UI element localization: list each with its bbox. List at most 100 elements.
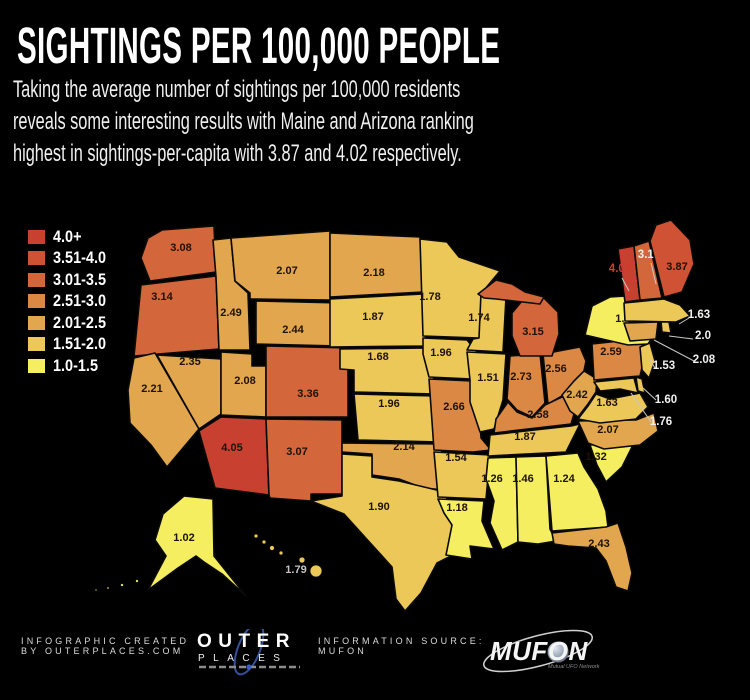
credit-text: INFOGRAPHIC CREATED BY OUTERPLACES.COM xyxy=(21,636,190,656)
legend: 4.0+ 3.51-4.0 3.01-3.5 2.51-3.0 2.01-2.5… xyxy=(28,226,115,377)
credit-line: BY OUTERPLACES.COM xyxy=(21,645,184,656)
legend-item: 1.51-2.0 xyxy=(28,334,115,355)
state-value-label: 4.05 xyxy=(221,442,242,454)
state-callout-label: 2.08 xyxy=(693,354,716,366)
state-callout-label: 1.76 xyxy=(650,416,672,428)
state-value-label: 3.08 xyxy=(170,242,191,254)
state-AK xyxy=(147,495,247,597)
state-HI-island xyxy=(278,550,284,556)
state-KY xyxy=(493,396,579,434)
legend-label: 3.51-4.0 xyxy=(53,248,107,267)
state-value-label: 2.66 xyxy=(443,401,464,413)
state-callout-label: 2.0 xyxy=(695,330,711,342)
callout-line xyxy=(649,359,656,369)
state-value-label: 1.54 xyxy=(445,452,467,464)
state-HI-island xyxy=(261,539,267,545)
state-WV xyxy=(561,370,598,418)
state-value-label: 1.46 xyxy=(512,473,533,485)
mufon-wordmark: MUFON xyxy=(490,636,589,666)
state-HI-island xyxy=(298,556,306,564)
state-value-label: 2.42 xyxy=(566,389,587,401)
mufon-tagline: Mutual UFO Network xyxy=(548,664,600,670)
legend-item: 3.51-4.0 xyxy=(28,248,115,269)
legend-swatch xyxy=(28,251,45,265)
state-TX xyxy=(310,453,466,612)
legend-label: 4.0+ xyxy=(53,226,82,246)
state-value-label: 1.74 xyxy=(468,312,490,324)
state-MD xyxy=(593,377,639,394)
state-value-label: 1.18 xyxy=(446,502,467,514)
state-value-label: 2.49 xyxy=(220,307,241,319)
state-MT xyxy=(230,230,331,301)
orbit-dot-icon xyxy=(246,664,252,670)
state-callout-label: 4.02 xyxy=(609,263,631,275)
state-callout-label: 1.60 xyxy=(655,394,677,406)
state-AK-island xyxy=(106,586,110,590)
callout-line xyxy=(668,335,694,340)
mufon-swoosh-icon xyxy=(483,629,593,673)
legend-item: 2.51-3.0 xyxy=(28,291,115,312)
state-value-label: 1.87 xyxy=(362,311,383,323)
state-value-label: 2.18 xyxy=(363,267,384,279)
legend-item: 4.0+ xyxy=(28,226,115,247)
state-value-label: 1.63 xyxy=(596,397,617,409)
callout-line xyxy=(650,262,657,285)
state-AZ xyxy=(198,416,270,496)
state-value-label: 2.07 xyxy=(276,265,297,277)
state-value-label: 1.02 xyxy=(173,532,194,544)
subtitle: Taking the average number of sightings p… xyxy=(13,74,691,170)
state-value-label: 3.87 xyxy=(666,261,687,273)
outer-places-wordmark-sub: PLACES xyxy=(198,653,289,664)
state-callout-label: 1.53 xyxy=(653,360,675,372)
state-LA xyxy=(437,498,495,560)
state-ME xyxy=(649,219,695,298)
outer-places-wordmark: OUTER xyxy=(197,631,296,652)
state-value-label: 1.96 xyxy=(378,398,399,410)
state-value-label: 2.73 xyxy=(510,371,531,383)
state-CT xyxy=(623,321,659,342)
state-value-label: 1.78 xyxy=(419,291,440,303)
legend-swatch xyxy=(28,294,45,308)
state-value-label: 1.90 xyxy=(368,501,389,513)
mufon-globe-icon xyxy=(547,641,569,663)
state-VA xyxy=(577,392,649,424)
state-HI-island xyxy=(269,545,275,551)
source-line: MUFON xyxy=(318,645,367,656)
callout-line xyxy=(630,392,652,423)
state-value-label: 2.43 xyxy=(588,538,609,550)
legend-swatch xyxy=(28,229,45,244)
state-value-label: 1.24 xyxy=(553,473,575,485)
state-MI-upper xyxy=(477,279,545,305)
state-value-label: 2.14 xyxy=(393,441,415,453)
legend-swatch xyxy=(28,337,45,351)
mufon-logo: MUFON Mutual UFO Network xyxy=(478,618,648,680)
callout-line xyxy=(678,317,690,325)
state-MS xyxy=(485,456,519,551)
state-value-label: 3.36 xyxy=(297,388,318,400)
state-value-label: 2.07 xyxy=(597,424,618,436)
legend-label: 2.01-2.5 xyxy=(53,312,107,332)
source-text: INFORMATION SOURCE: MUFON xyxy=(318,636,485,656)
subtitle-line: Taking the average number of sightings p… xyxy=(13,76,461,103)
state-TN xyxy=(487,423,581,457)
legend-label: 1.0-1.5 xyxy=(53,355,98,375)
subtitle-line: highest in sightings-per-capita with 3.8… xyxy=(13,140,462,167)
state-FL xyxy=(551,522,633,592)
state-ND xyxy=(329,232,424,298)
state-value-label: 2.35 xyxy=(179,356,200,368)
page-title: SIGHTINGS PER 100,000 PEOPLE xyxy=(17,17,501,74)
state-value-label: 3.07 xyxy=(286,446,307,458)
state-DE xyxy=(635,376,646,394)
callout-line xyxy=(642,387,657,401)
legend-item: 3.01-3.5 xyxy=(28,269,115,290)
credit-line: INFOGRAPHIC CREATED xyxy=(21,636,190,646)
state-value-label: 2.56 xyxy=(545,363,566,375)
outer-places-logo: OUTER PLACES xyxy=(194,622,312,677)
state-value-label: 3.15 xyxy=(522,326,543,338)
source-line: INFORMATION SOURCE: xyxy=(318,636,485,646)
state-value-label: 1.87 xyxy=(514,431,535,443)
state-AK-island xyxy=(135,579,139,583)
legend-label: 2.51-3.0 xyxy=(53,291,107,310)
